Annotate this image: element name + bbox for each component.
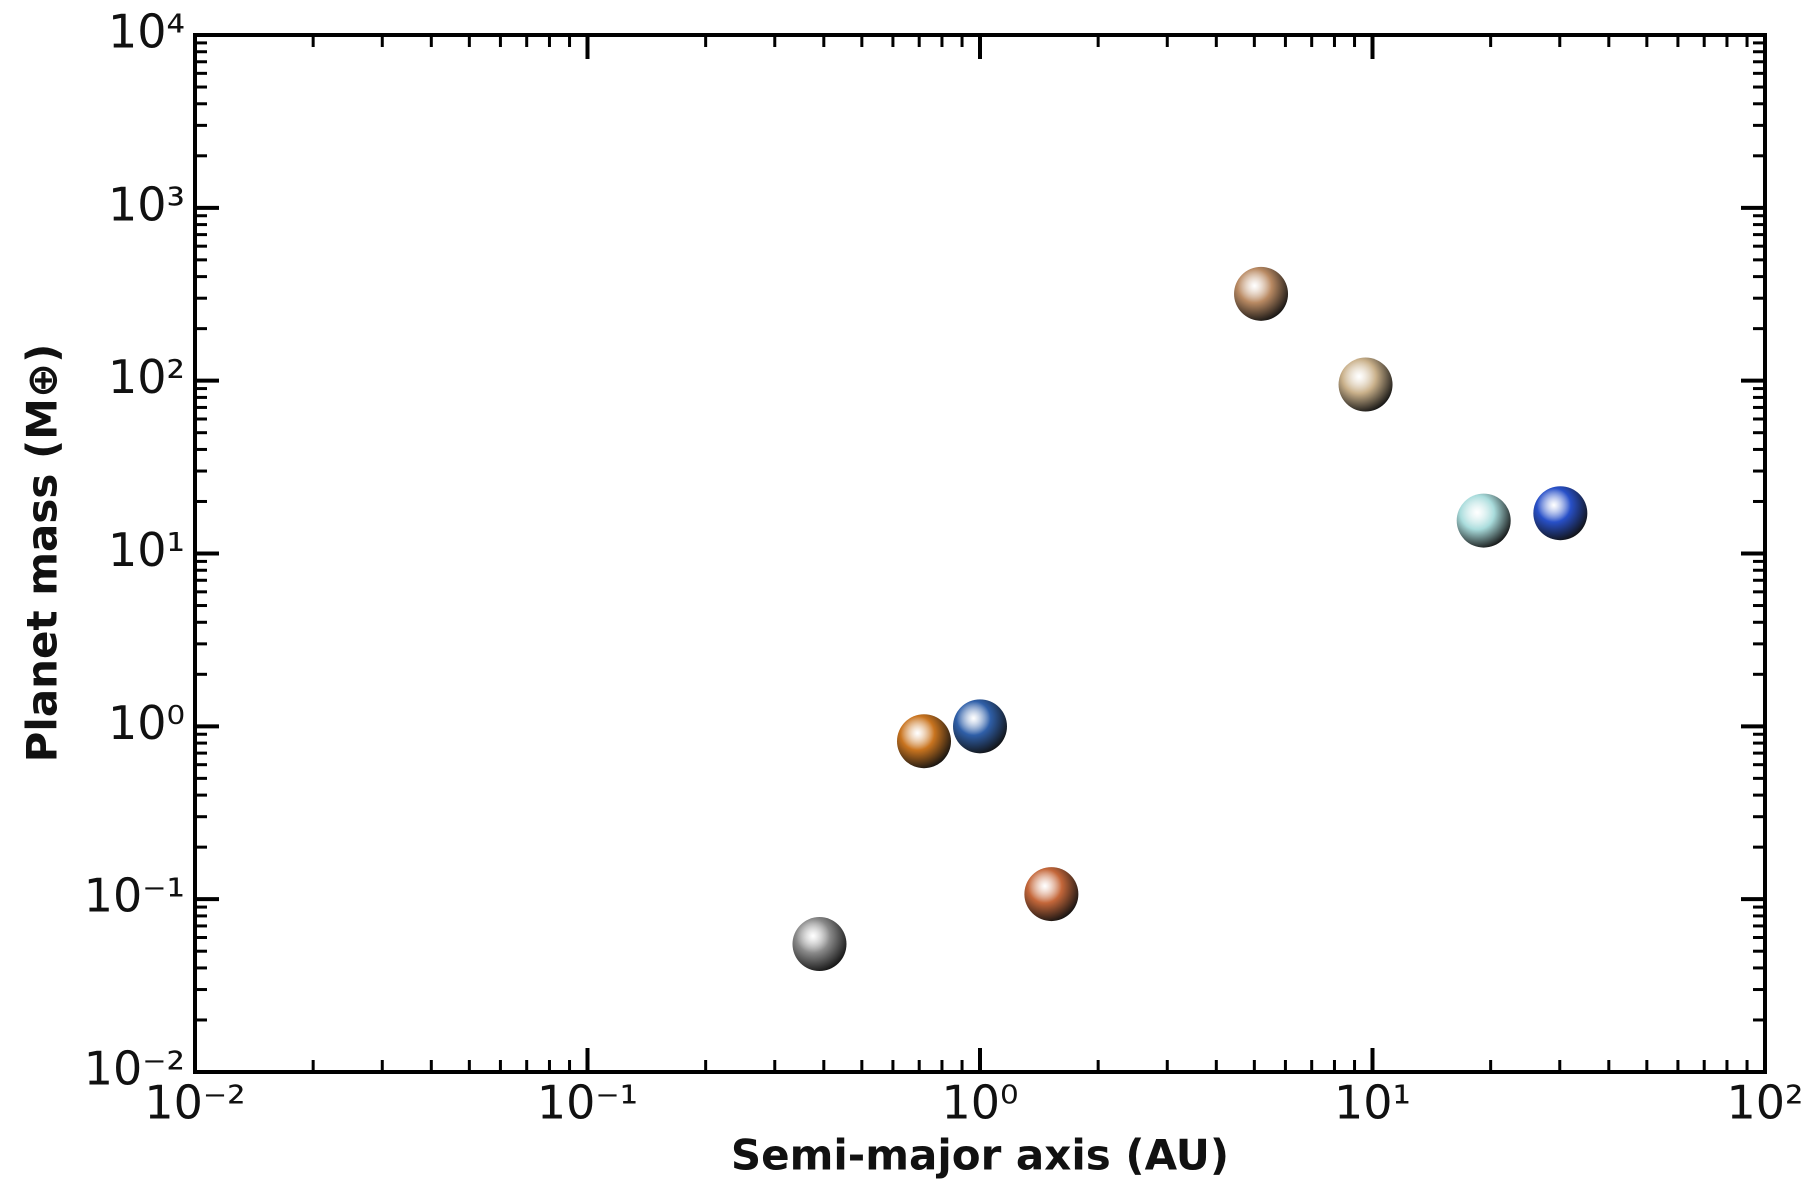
x-tick-label: 10² [1727, 1076, 1804, 1130]
x-tick-label: 10⁰ [942, 1076, 1019, 1130]
y-tick-label: 10⁰ [108, 696, 185, 750]
x-tick-label: 10¹ [1334, 1076, 1411, 1130]
point [897, 714, 952, 769]
y-axis-label: Planet mass (M⊕) [18, 344, 67, 763]
point [1456, 493, 1511, 548]
point [1533, 486, 1588, 541]
y-tick-label: 10³ [108, 177, 185, 231]
x-tick-label: 10⁻² [144, 1076, 245, 1130]
point [953, 699, 1007, 754]
x-tick-label: 10⁻¹ [537, 1076, 638, 1130]
y-tick-label: 10⁻¹ [84, 869, 185, 923]
point [1024, 867, 1079, 922]
point [792, 917, 847, 972]
y-tick-label: 10⁴ [108, 5, 185, 59]
point [1234, 266, 1289, 321]
y-tick-label: 10⁻² [84, 1042, 185, 1096]
point [1338, 357, 1393, 412]
x-axis-label: Semi-major axis (AU) [731, 1131, 1229, 1180]
y-tick-label: 10¹ [108, 523, 185, 577]
y-tick-label: 10² [108, 350, 185, 404]
plot-frame [193, 33, 1767, 1074]
